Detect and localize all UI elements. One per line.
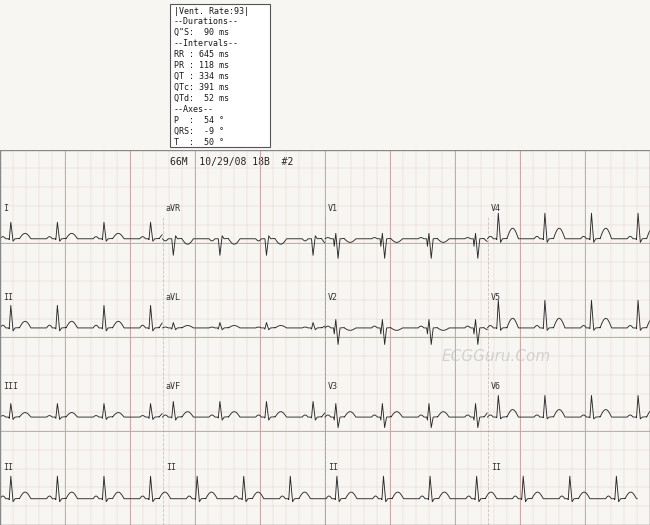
Text: aVR: aVR bbox=[166, 204, 181, 213]
Text: Q"S:  90 ms: Q"S: 90 ms bbox=[174, 28, 229, 37]
Text: ECGGuru.Com: ECGGuru.Com bbox=[442, 349, 551, 364]
Text: II: II bbox=[3, 292, 13, 302]
Text: V4: V4 bbox=[491, 204, 500, 213]
Text: T  :  50 °: T : 50 ° bbox=[174, 138, 224, 147]
Text: II: II bbox=[491, 464, 500, 472]
Text: aVF: aVF bbox=[166, 382, 181, 391]
Text: |Vent. Rate:93|: |Vent. Rate:93| bbox=[174, 6, 248, 16]
Text: --Durations--: --Durations-- bbox=[174, 17, 239, 26]
Text: QT : 334 ms: QT : 334 ms bbox=[174, 72, 229, 81]
Text: II: II bbox=[3, 464, 13, 472]
Text: II: II bbox=[166, 464, 176, 472]
Text: II: II bbox=[328, 464, 338, 472]
FancyBboxPatch shape bbox=[170, 5, 270, 146]
Text: aVL: aVL bbox=[166, 292, 181, 302]
Text: RR : 645 ms: RR : 645 ms bbox=[174, 50, 229, 59]
Text: 66M  10/29/08 18B  #2: 66M 10/29/08 18B #2 bbox=[170, 157, 294, 167]
Text: P  :  54 °: P : 54 ° bbox=[174, 116, 224, 125]
Text: III: III bbox=[3, 382, 18, 391]
Text: V2: V2 bbox=[328, 292, 338, 302]
Text: --Intervals--: --Intervals-- bbox=[174, 39, 239, 48]
Text: PR : 118 ms: PR : 118 ms bbox=[174, 61, 229, 70]
Text: V3: V3 bbox=[328, 382, 338, 391]
Text: QTc: 391 ms: QTc: 391 ms bbox=[174, 83, 229, 92]
Text: V5: V5 bbox=[491, 292, 500, 302]
Text: QRS:  -9 °: QRS: -9 ° bbox=[174, 127, 224, 136]
Text: I: I bbox=[3, 204, 8, 213]
Text: QTd:  52 ms: QTd: 52 ms bbox=[174, 94, 229, 103]
Text: V6: V6 bbox=[491, 382, 500, 391]
Text: --Axes--: --Axes-- bbox=[174, 105, 214, 114]
Text: V1: V1 bbox=[328, 204, 338, 213]
